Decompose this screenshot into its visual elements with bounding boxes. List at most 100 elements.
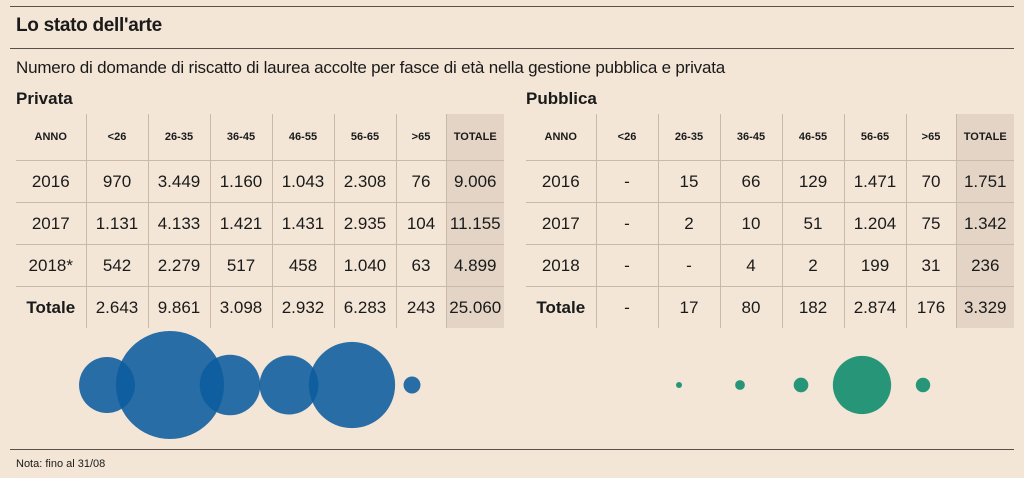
value-cell: 1.204	[843, 202, 906, 245]
value-cell: 2.935	[333, 202, 396, 245]
column-header: ANNO	[16, 114, 86, 161]
column-header: TOTALE	[955, 114, 1014, 161]
column-header: 36-45	[719, 114, 782, 161]
value-cell: 182	[781, 286, 844, 328]
value-cell: -	[595, 160, 658, 203]
year-cell: 2017	[526, 202, 596, 245]
column-header: <26	[85, 114, 148, 161]
value-cell: 10	[719, 202, 782, 245]
value-cell: 2.279	[147, 244, 210, 287]
value-cell: -	[657, 244, 720, 287]
column-header: TOTALE	[445, 114, 504, 161]
value-cell: 2.874	[843, 286, 906, 328]
value-cell: 542	[85, 244, 148, 287]
table-row: 2018* 542 2.279 517 458 1.040 63 4.899	[16, 244, 504, 287]
value-cell: 1.471	[843, 160, 906, 203]
value-cell: 1.751	[955, 160, 1014, 203]
value-cell: 51	[781, 202, 844, 245]
header-row: ANNO <26 26-35 36-45 46-55 56-65 >65 TOTALE	[16, 114, 504, 161]
value-cell: 243	[395, 286, 446, 328]
privata-label: Privata	[16, 89, 73, 108]
value-cell: 176	[905, 286, 956, 328]
year-cell: 2018*	[16, 244, 86, 287]
value-cell: 4	[719, 244, 782, 287]
pubblica-bubble-46-55	[793, 377, 809, 393]
value-cell: 517	[209, 244, 272, 287]
header-row: ANNO <26 26-35 36-45 46-55 56-65 >65 TOTALE	[526, 114, 1014, 161]
pubblica-table: ANNO <26 26-35 36-45 46-55 56-65 >65 TOTALE 2016…	[526, 114, 1014, 328]
column-header: >65	[905, 114, 956, 161]
value-cell: 199	[843, 244, 906, 287]
bubble-chart	[79, 331, 931, 439]
table-row: 2018- -4 2 199 31 236	[526, 244, 1014, 287]
value-cell: -	[595, 286, 658, 328]
year-cell: 2016	[16, 160, 86, 203]
value-cell: 129	[781, 160, 844, 203]
bottom-rule	[10, 449, 1014, 450]
value-cell: 1.043	[271, 160, 334, 203]
column-header: 36-45	[209, 114, 272, 161]
value-cell: 11.155	[445, 202, 504, 245]
column-header: 56-65	[333, 114, 396, 161]
value-cell: -	[595, 202, 658, 245]
value-cell: 80	[719, 286, 782, 328]
column-header: 26-35	[147, 114, 210, 161]
year-cell: 2018	[526, 244, 596, 287]
value-cell: 2	[657, 202, 720, 245]
value-cell: 458	[271, 244, 334, 287]
column-header: 26-35	[657, 114, 720, 161]
value-cell: 1.421	[209, 202, 272, 245]
pubblica-bubble->65	[915, 377, 931, 393]
pubblica-bubble-56-65	[832, 355, 892, 415]
value-cell: 1.040	[333, 244, 396, 287]
value-cell: 1.160	[209, 160, 272, 203]
value-cell: 1.431	[271, 202, 334, 245]
year-cell: Totale	[26, 297, 76, 317]
privata-bubble-26-35	[116, 331, 224, 439]
privata-bubble-56-65	[308, 341, 396, 429]
value-cell: 1.131	[85, 202, 148, 245]
column-header: >65	[395, 114, 446, 161]
value-cell: 2	[781, 244, 844, 287]
column-header: <26	[595, 114, 658, 161]
table-row: 2017-2 10 51 1.204 75 1.342	[526, 202, 1014, 245]
value-cell: 970	[85, 160, 148, 203]
top-rule	[10, 6, 1014, 7]
title-rule	[10, 48, 1014, 49]
column-header: 56-65	[843, 114, 906, 161]
value-cell: 76	[395, 160, 446, 203]
value-cell: -	[595, 244, 658, 287]
value-cell: 3.098	[209, 286, 272, 328]
table-row: 2017 1.131 4.133 1.421 1.431 2.935 104 11.155	[16, 202, 504, 245]
privata-bubble->65	[403, 376, 421, 394]
value-cell: 2.308	[333, 160, 396, 203]
total-row: Totale 2.643 9.861 3.098 2.932 6.283 243 25.060	[16, 286, 504, 328]
value-cell: 70	[905, 160, 956, 203]
value-cell: 104	[395, 202, 446, 245]
value-cell: 2.643	[85, 286, 148, 328]
year-cell: Totale	[536, 297, 586, 317]
page-title: Lo stato dell'arte	[16, 15, 162, 36]
table-row: 2016-15 66 129 1.471 70 1.751	[526, 160, 1014, 203]
value-cell: 3.449	[147, 160, 210, 203]
column-header: ANNO	[526, 114, 596, 161]
value-cell: 1.342	[955, 202, 1014, 245]
column-header: 46-55	[271, 114, 334, 161]
value-cell: 2.932	[271, 286, 334, 328]
privata-bubble-46-55	[259, 355, 319, 415]
table-row: 2016 970 3.449 1.160 1.043 2.308 76 9.006	[16, 160, 504, 203]
value-cell: 6.283	[333, 286, 396, 328]
pubblica-bubble-26-35	[676, 382, 682, 388]
value-cell: 9.861	[147, 286, 210, 328]
value-cell: 66	[719, 160, 782, 203]
footnote: Nota: fino al 31/08	[16, 458, 106, 470]
column-header: 46-55	[781, 114, 844, 161]
privata-table: ANNO <26 26-35 36-45 46-55 56-65 >65 TOTALE 2016…	[16, 114, 504, 328]
value-cell: 15	[657, 160, 720, 203]
pubblica-label: Pubblica	[526, 89, 597, 108]
value-cell: 4.899	[445, 244, 504, 287]
value-cell: 9.006	[445, 160, 504, 203]
value-cell: 236	[955, 244, 1014, 287]
total-row: Totale -17 80 182 2.874 176 3.329	[526, 286, 1014, 328]
privata-bubble-36-45	[199, 354, 261, 416]
